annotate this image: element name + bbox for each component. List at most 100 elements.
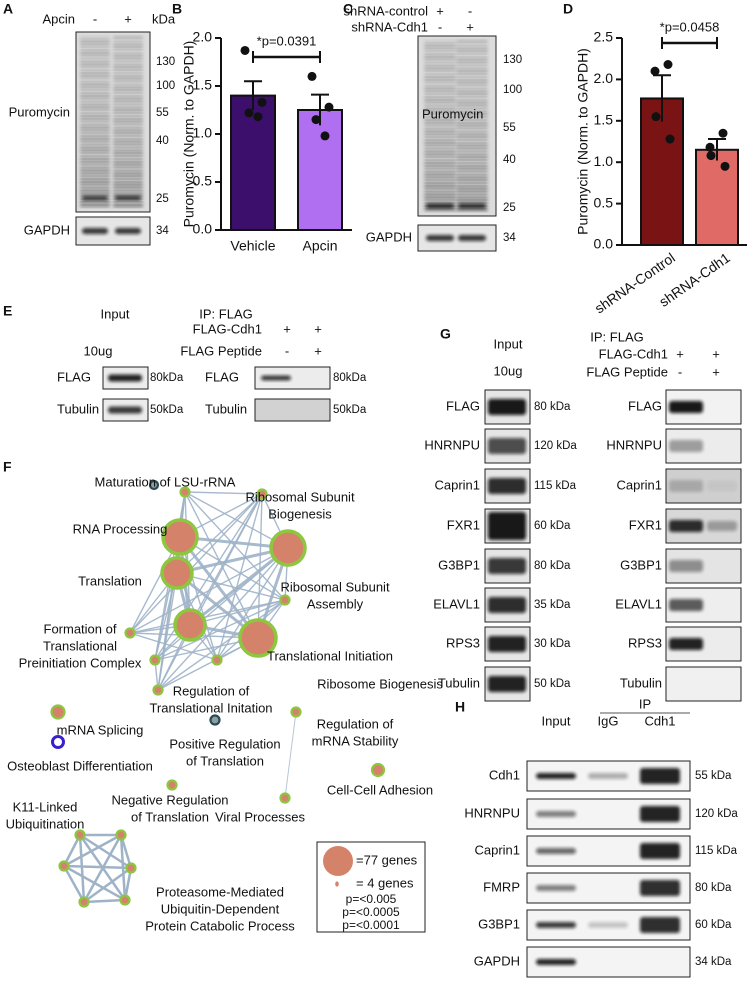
smear-band [424,40,456,43]
smear-band [113,124,143,128]
y-tick-label: 0.5 [594,194,614,210]
band [640,917,680,933]
network-node [115,829,127,841]
smear-band [113,81,143,85]
smear-band [456,62,488,66]
y-axis-label: Puromycin (Norm. to GAPDH) [181,41,197,228]
network-edge [83,898,126,904]
network-edge [83,866,132,904]
size-label: 60 kDa [534,520,571,532]
smear-band [424,197,456,200]
band [640,806,680,822]
network-node [166,779,178,791]
y-tick-label: 1.5 [193,77,213,93]
smear-band [113,147,143,150]
smear-band [424,154,456,157]
band [669,440,703,452]
smear-band [80,50,110,53]
smear-band [424,143,456,146]
network-edge [62,834,82,867]
smear-band [456,200,488,203]
smear-band [456,163,488,166]
network-edge [129,493,263,634]
panel-letter: H [455,699,465,715]
smear-band [456,171,488,175]
smear-band [113,202,143,205]
band [488,399,526,415]
marker-label: 34 [156,225,169,237]
annotation: *p=0.0458 [660,19,720,34]
smear-band [113,116,143,119]
smear-band [456,105,488,109]
smear-band [424,194,456,197]
network-edge [216,547,289,661]
network-edge [119,834,133,869]
data-point [720,161,730,171]
y-tick-label: 2.0 [193,29,213,45]
network-node [50,704,66,720]
network-term: Negative Regulation [111,792,228,807]
smear-band [113,50,143,53]
smear-band [424,189,456,192]
smear-band [80,162,110,165]
network-edge [179,536,286,601]
band [669,638,703,650]
network-node [119,894,131,906]
band [536,848,576,854]
smear-band [424,117,456,120]
network-term: RNA Processing [73,521,168,536]
blot-label: G3BP1 [438,557,480,572]
band [108,374,142,382]
smear-band [80,53,110,56]
network-edge [257,493,263,639]
marker-label: 55 [156,107,169,119]
smear-band [113,67,143,70]
band [588,773,628,779]
blot-label: HNRNPU [606,437,662,452]
blot-label: Puromycin [9,104,70,119]
smear-band [424,151,456,154]
header-label: Input [101,306,130,321]
smear-band [113,119,143,122]
smear-band [424,60,456,63]
lane-sign: + [314,343,322,358]
smear-band [424,51,456,54]
smear-band [113,170,143,173]
smear-band [456,148,488,152]
smear-band [456,80,488,83]
smear-band [456,114,488,117]
smear-band [424,45,456,48]
smear-band [113,122,143,125]
smear-band [456,83,488,86]
marker-label: 34 [503,232,516,244]
smear-band [456,65,488,68]
blot-label: FXR1 [629,517,662,532]
smear-band [456,134,488,137]
blot-label: ELAVL1 [433,596,480,611]
smear-band [424,123,456,126]
smear-band [456,131,488,134]
size-label: 80kDa [150,372,184,384]
smear-band [113,139,143,142]
smear-band [456,103,488,106]
lane-sign: - [468,3,472,18]
smear-band [113,167,143,171]
network-node [152,684,164,696]
network-term: Translational [43,638,117,653]
smear-band [424,80,456,83]
smear-band [113,84,143,87]
smear-band [113,185,143,188]
size-label: 50kDa [333,404,367,416]
smear-band [113,176,143,179]
band [426,203,454,209]
data-point [307,71,317,81]
smear-band [456,111,488,114]
smear-band [80,96,110,99]
blot-label: FLAG [628,398,662,413]
data-point [705,142,715,152]
network-edge [63,864,126,902]
network-node [279,594,291,606]
smear-band [424,108,456,111]
marker-label: 55 [503,122,516,134]
smear-band [456,189,488,192]
